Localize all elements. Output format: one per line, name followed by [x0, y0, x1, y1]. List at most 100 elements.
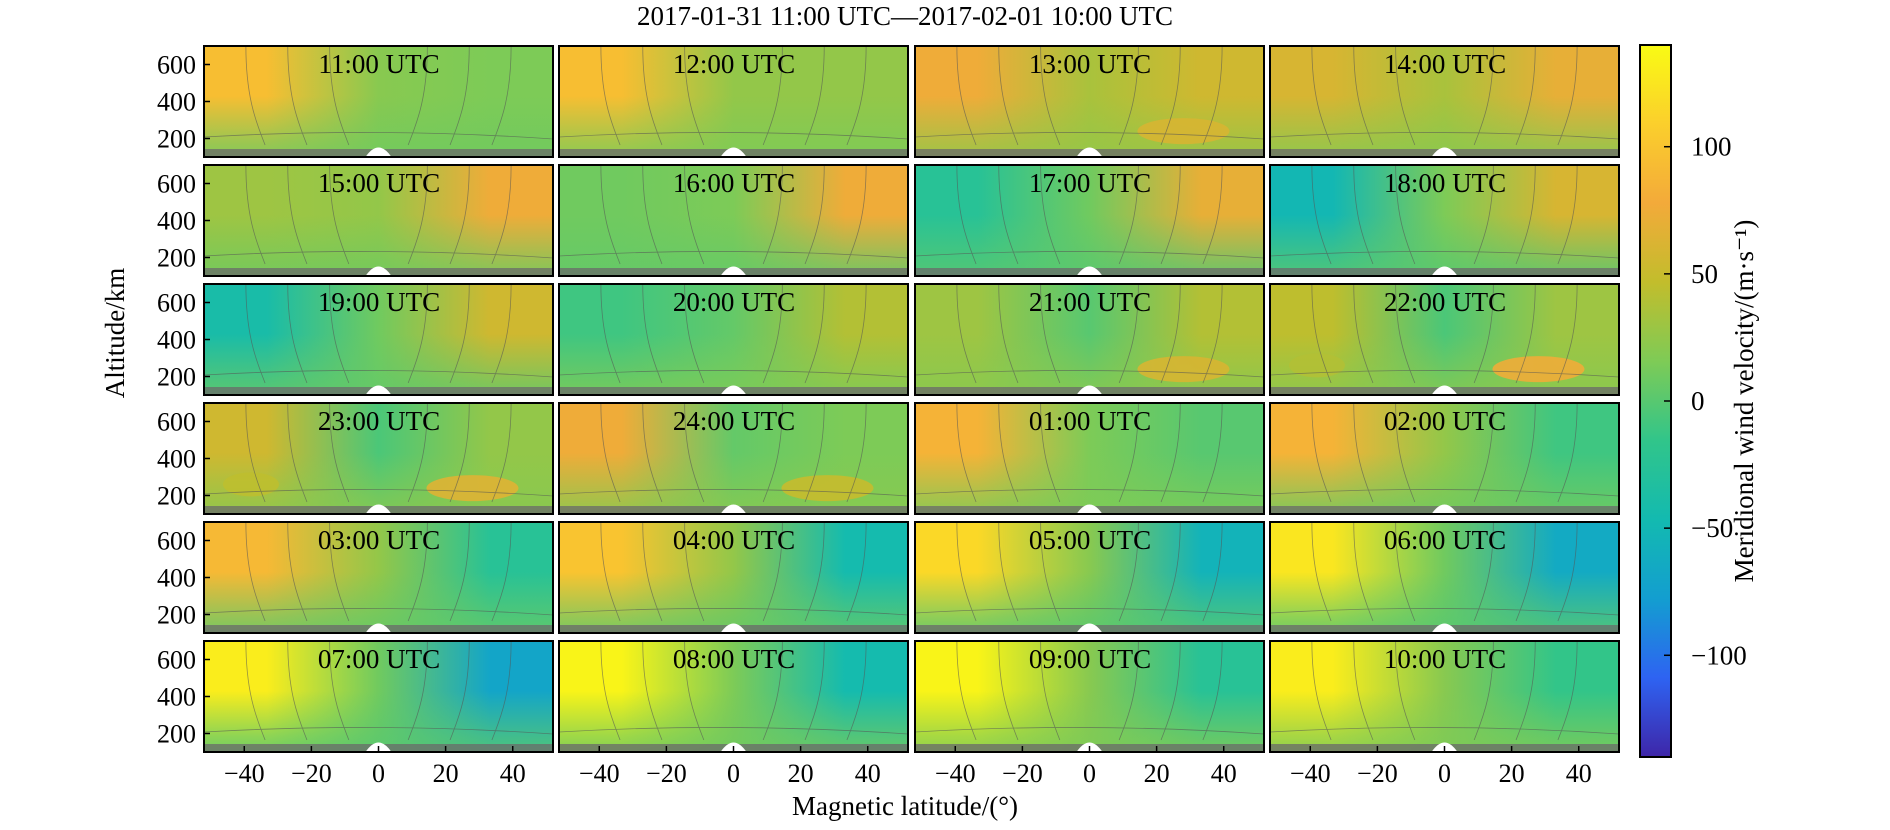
panel-time-label: 19:00 UTC [318, 287, 440, 317]
panel-frame [558, 521, 909, 634]
contour-lines [558, 402, 909, 503]
equator-gap [1431, 623, 1458, 633]
equator-gap [720, 623, 747, 633]
colorbar-ticks: 100 50 0 −50 −100 [1664, 132, 1747, 670]
panel-frame [914, 45, 1265, 158]
contour-lines [558, 640, 909, 741]
panel-time-label: 05:00 UTC [1029, 525, 1151, 555]
panel-0600: 06:00 UTC [1269, 521, 1620, 634]
panel-1200: 12:00 UTC [558, 45, 909, 158]
x-tick-label: −40 [1290, 759, 1331, 788]
x-axis-label: Magnetic latitude/(°) [792, 791, 1018, 821]
panel-frame [914, 521, 1265, 634]
panel-time-label: 02:00 UTC [1384, 406, 1506, 436]
panel-time-label: 13:00 UTC [1029, 49, 1151, 79]
x-tick-label: −20 [1357, 759, 1398, 788]
x-tick-label: −20 [646, 759, 687, 788]
contour-lines [558, 45, 909, 146]
equator-gap [1431, 147, 1458, 157]
contour-lines [914, 164, 1265, 265]
equator-gap [1076, 147, 1103, 157]
x-tick-label: −40 [935, 759, 976, 788]
panel-frame [1269, 45, 1620, 158]
contour-lines [914, 45, 1265, 146]
y-tick-label: 200 [157, 720, 196, 749]
equator-gap [365, 147, 392, 157]
panel-frame [558, 164, 909, 277]
panel-time-label: 16:00 UTC [673, 168, 795, 198]
panel-frame [914, 402, 1265, 515]
panel-time-label: 17:00 UTC [1029, 168, 1151, 198]
y-tick-label: 600 [157, 51, 196, 80]
panel-frame [558, 402, 909, 515]
panel-2400: 24:00 UTC [558, 402, 909, 515]
equator-gap [365, 266, 392, 276]
panel-time-label: 03:00 UTC [318, 525, 440, 555]
panel-frame [558, 45, 909, 158]
contour-lines [1269, 164, 1620, 265]
contour-cell [781, 475, 874, 502]
y-tick-label: 400 [157, 564, 196, 593]
colorbar-tick-label: 100 [1691, 132, 1732, 162]
x-tick-label: −20 [291, 759, 332, 788]
x-tick-label: 0 [372, 759, 385, 788]
panel-frame [1269, 402, 1620, 515]
panel-frame [1269, 283, 1620, 396]
equator-gap [1431, 266, 1458, 276]
colorbar: 100 50 0 −50 −100 Meridional wind velocity/(… [1639, 44, 1759, 758]
contour-lines [1269, 283, 1620, 384]
contour-lines [1269, 640, 1620, 741]
panel-1800: 18:00 UTC [1269, 164, 1620, 277]
panel-0200: 02:00 UTC [1269, 402, 1620, 515]
equator-gap [1431, 385, 1458, 395]
contour-cell [426, 475, 519, 502]
contour-lines [914, 521, 1265, 622]
x-tick-label: 20 [788, 759, 814, 788]
y-tick-label: 600 [157, 408, 196, 437]
x-tick-label: −20 [1002, 759, 1043, 788]
panel-time-label: 04:00 UTC [673, 525, 795, 555]
panel-1700: 17:00 UTC [914, 164, 1265, 277]
panel-1000: 10:00 UTC [1269, 640, 1620, 753]
equator-gap [720, 504, 747, 514]
panel-1500: 15:00 UTC [203, 164, 554, 277]
x-tick-label: 40 [1211, 759, 1237, 788]
panel-time-label: 07:00 UTC [318, 644, 440, 674]
contour-lines [203, 521, 554, 622]
x-tick-label: 40 [500, 759, 526, 788]
panel-time-label: 15:00 UTC [318, 168, 440, 198]
panel-0900: 09:00 UTC [914, 640, 1265, 753]
colorbar-label: Meridional wind velocity/(m·s⁻¹) [1729, 220, 1759, 583]
y-tick-label: 600 [157, 289, 196, 318]
panel-frame [1269, 164, 1620, 277]
contour-lines [914, 640, 1265, 741]
contour-lines [1269, 402, 1620, 503]
contour-cell [1492, 356, 1585, 383]
panel-2300: 23:00 UTC [203, 402, 554, 515]
contour-lines [914, 402, 1265, 503]
panel-time-label: 20:00 UTC [673, 287, 795, 317]
panel-frame [1269, 521, 1620, 634]
x-tick-label: 0 [1083, 759, 1096, 788]
contour-cell [1288, 353, 1345, 378]
panel-time-label: 01:00 UTC [1029, 406, 1151, 436]
panels-grid: 11:00 UTC 12:00 UTC 13:00 UTC 14:00 UTC 15:0… [203, 45, 1620, 753]
panel-2000: 20:00 UTC [558, 283, 909, 396]
panel-1300: 13:00 UTC [914, 45, 1265, 158]
panel-1100: 11:00 UTC [203, 45, 554, 158]
contour-cell [222, 472, 279, 497]
contour-lines [914, 283, 1265, 384]
panel-2100: 21:00 UTC [914, 283, 1265, 396]
x-tick-label: 0 [1438, 759, 1451, 788]
chart-title: 2017-01-31 11:00 UTC—2017-02-01 10:00 UT… [637, 1, 1173, 31]
panel-frame [558, 283, 909, 396]
x-tick-label: −40 [224, 759, 265, 788]
equator-gap [1076, 385, 1103, 395]
panel-time-label: 14:00 UTC [1384, 49, 1506, 79]
panel-time-label: 24:00 UTC [673, 406, 795, 436]
contour-lines [203, 640, 554, 741]
contour-lines [558, 164, 909, 265]
x-tick-label: −40 [579, 759, 620, 788]
equator-gap [1076, 623, 1103, 633]
y-axis-label: Altitude/km [100, 268, 130, 399]
